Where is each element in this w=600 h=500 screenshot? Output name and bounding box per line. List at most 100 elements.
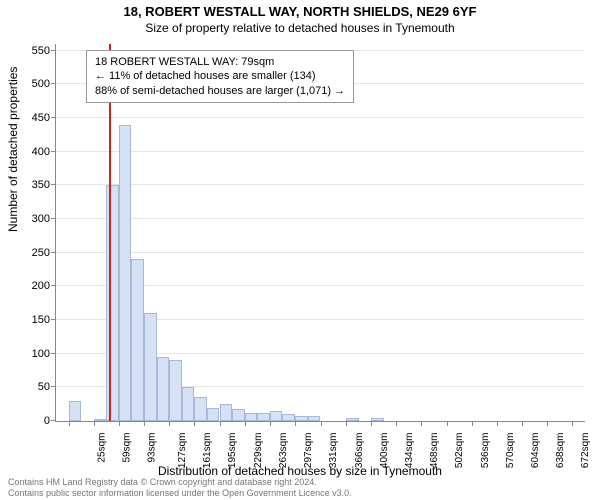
y-tick-label: 350 [10, 179, 50, 191]
y-tick-mark [51, 184, 56, 185]
histogram-bar [308, 416, 321, 421]
info-box-line2: ← 11% of detached houses are smaller (13… [95, 69, 345, 83]
chart-title-sub: Size of property relative to detached ho… [0, 21, 600, 35]
histogram-bar [295, 416, 308, 421]
y-tick-mark [51, 117, 56, 118]
chart-container: 18, ROBERT WESTALL WAY, NORTH SHIELDS, N… [0, 0, 600, 500]
gridline [56, 151, 585, 152]
histogram-bar [270, 411, 283, 421]
histogram-bar [220, 404, 233, 421]
gridline [56, 184, 585, 185]
histogram-bar [232, 409, 245, 421]
y-tick-mark [51, 420, 56, 421]
x-tick-label: 604sqm [530, 433, 541, 469]
y-tick-label: 300 [10, 213, 50, 225]
x-tick-mark [194, 421, 195, 426]
y-tick-label: 200 [10, 280, 50, 292]
plot-area: 18 ROBERT WESTALL WAY: 79sqm ← 11% of de… [55, 44, 585, 422]
x-tick-label: 195sqm [227, 433, 238, 469]
x-tick-label: 468sqm [429, 433, 440, 469]
y-tick-mark [51, 353, 56, 354]
x-tick-mark [572, 421, 573, 426]
y-tick-label: 250 [10, 247, 50, 259]
y-tick-label: 500 [10, 78, 50, 90]
y-tick-mark [51, 319, 56, 320]
info-box-line1: 18 ROBERT WESTALL WAY: 79sqm [95, 55, 345, 69]
footer-attribution: Contains HM Land Registry data © Crown c… [8, 477, 352, 498]
x-tick-label: 536sqm [480, 433, 491, 469]
histogram-bar [194, 397, 207, 421]
x-tick-mark [522, 421, 523, 426]
x-tick-label: 297sqm [303, 433, 314, 469]
y-tick-label: 550 [10, 45, 50, 57]
x-tick-mark [69, 421, 70, 426]
y-tick-mark [51, 252, 56, 253]
x-tick-label: 434sqm [404, 433, 415, 469]
x-tick-mark [295, 421, 296, 426]
footer-line2: Contains public sector information licen… [8, 488, 352, 498]
histogram-bar [346, 418, 359, 421]
y-tick-label: 0 [10, 415, 50, 427]
x-tick-label: 93sqm [146, 433, 157, 463]
histogram-bar [207, 408, 220, 421]
x-tick-mark [245, 421, 246, 426]
gridline [56, 252, 585, 253]
x-tick-label: 570sqm [505, 433, 516, 469]
y-tick-label: 400 [10, 146, 50, 158]
histogram-bar [371, 418, 384, 421]
x-tick-label: 638sqm [555, 433, 566, 469]
y-tick-mark [51, 218, 56, 219]
y-tick-mark [51, 386, 56, 387]
x-tick-label: 502sqm [455, 433, 466, 469]
histogram-bar [119, 125, 132, 421]
x-tick-mark [346, 421, 347, 426]
x-tick-label: 161sqm [202, 433, 213, 469]
histogram-bar [69, 401, 82, 421]
histogram-bar [257, 413, 270, 421]
y-tick-label: 50 [10, 381, 50, 393]
y-tick-mark [51, 83, 56, 84]
histogram-bar [282, 414, 295, 421]
x-tick-mark [472, 421, 473, 426]
x-tick-mark [270, 421, 271, 426]
y-tick-label: 100 [10, 348, 50, 360]
x-tick-label: 127sqm [177, 433, 188, 469]
histogram-bar [131, 259, 144, 421]
gridline [56, 218, 585, 219]
x-tick-label: 229sqm [253, 433, 264, 469]
footer-line1: Contains HM Land Registry data © Crown c… [8, 477, 352, 487]
x-tick-label: 331sqm [328, 433, 339, 469]
y-tick-label: 450 [10, 112, 50, 124]
x-tick-mark [396, 421, 397, 426]
info-box: 18 ROBERT WESTALL WAY: 79sqm ← 11% of de… [86, 50, 354, 103]
y-tick-mark [51, 151, 56, 152]
x-tick-mark [94, 421, 95, 426]
gridline [56, 117, 585, 118]
x-tick-mark [421, 421, 422, 426]
histogram-bar [157, 357, 170, 421]
x-tick-label: 25sqm [96, 433, 107, 463]
info-box-line3: 88% of semi-detached houses are larger (… [95, 84, 345, 98]
y-tick-mark [51, 285, 56, 286]
histogram-bar [182, 387, 195, 421]
y-tick-label: 150 [10, 314, 50, 326]
x-tick-mark [119, 421, 120, 426]
x-tick-mark [371, 421, 372, 426]
x-tick-label: 366sqm [354, 433, 365, 469]
x-tick-mark [547, 421, 548, 426]
chart-title-main: 18, ROBERT WESTALL WAY, NORTH SHIELDS, N… [0, 4, 600, 19]
histogram-bar [144, 313, 157, 421]
x-tick-label: 672sqm [580, 433, 591, 469]
x-tick-label: 263sqm [278, 433, 289, 469]
x-tick-mark [169, 421, 170, 426]
histogram-bar [169, 360, 182, 421]
x-tick-mark [144, 421, 145, 426]
y-tick-mark [51, 50, 56, 51]
x-tick-mark [220, 421, 221, 426]
x-tick-mark [497, 421, 498, 426]
histogram-bar [245, 413, 258, 421]
x-tick-label: 59sqm [121, 433, 132, 463]
histogram-bar [94, 419, 107, 421]
x-tick-mark [321, 421, 322, 426]
x-tick-label: 400sqm [379, 433, 390, 469]
